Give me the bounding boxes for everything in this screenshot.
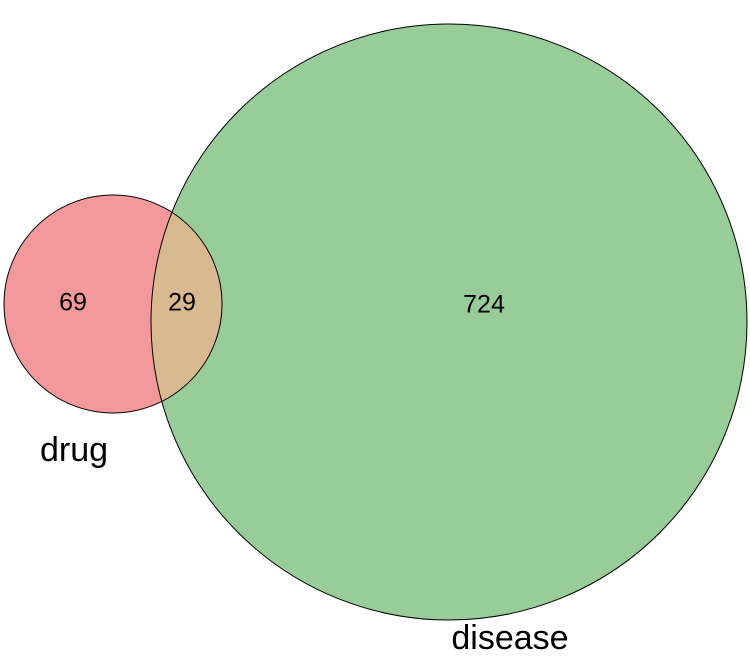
overlap-region	[151, 195, 222, 413]
drug-label: drug	[40, 431, 108, 469]
drug-only-count: 69	[59, 289, 87, 317]
disease-only-count: 724	[463, 291, 505, 319]
drug-outline	[3, 194, 223, 414]
disease-circle	[151, 24, 747, 620]
disease-label: disease	[451, 619, 568, 657]
disease-outline	[150, 23, 748, 621]
overlap-count: 29	[168, 289, 196, 317]
